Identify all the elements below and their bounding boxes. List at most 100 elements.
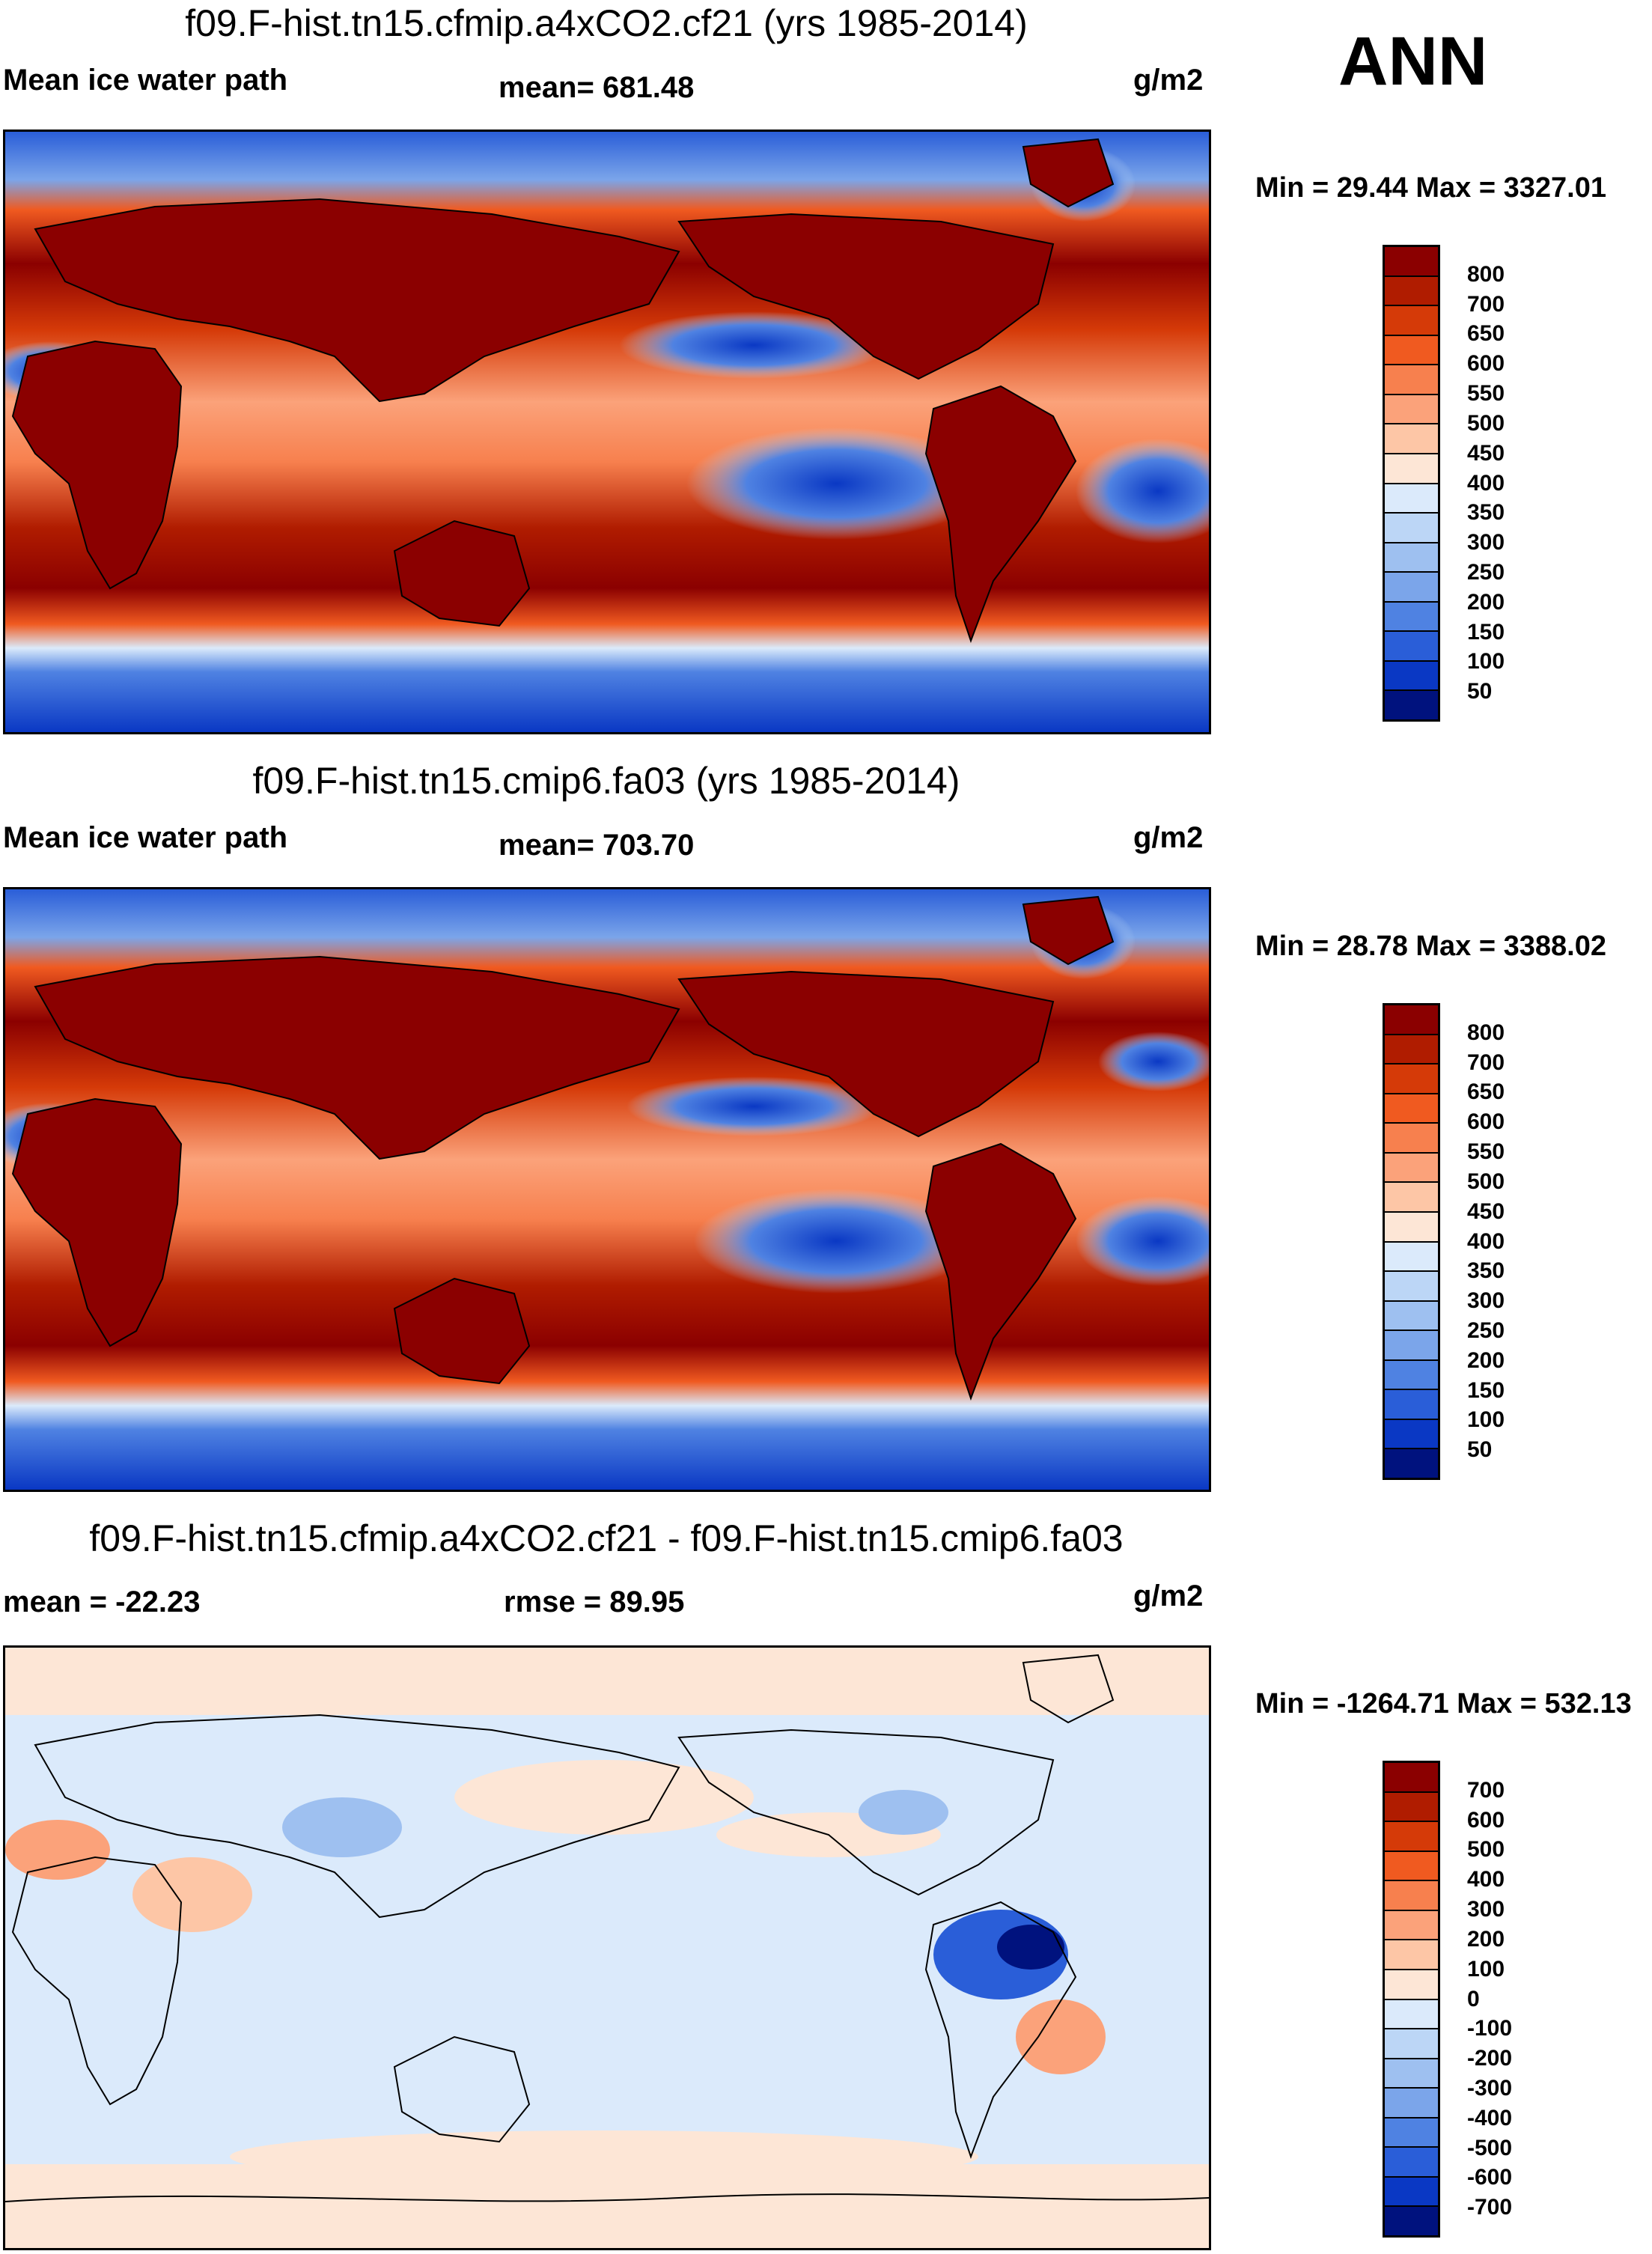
colorbar-tick-label: 200 xyxy=(1467,1347,1505,1373)
colorbar-swatch xyxy=(1385,306,1438,336)
colorbar-swatch xyxy=(1385,1094,1438,1124)
colorbar-swatch xyxy=(1385,276,1438,307)
season-label: ANN xyxy=(1338,23,1488,100)
colorbar-swatch xyxy=(1385,424,1438,454)
colorbar-swatch xyxy=(1385,661,1438,692)
colorbar-swatch xyxy=(1385,1212,1438,1243)
colorbar-swatch xyxy=(1385,335,1438,366)
colorbar-swatch xyxy=(1385,602,1438,633)
colorbar-swatch xyxy=(1385,1153,1438,1184)
colorbar-swatch xyxy=(1385,1390,1438,1420)
colorbar-tick-label: 300 xyxy=(1467,1897,1505,1922)
colorbar-tick-label: 650 xyxy=(1467,1079,1505,1105)
colorbar-tick-label: -400 xyxy=(1467,2105,1513,2130)
panel1-left-label: Mean ice water path xyxy=(3,64,288,97)
colorbar-swatch xyxy=(1385,2207,1438,2235)
colorbar-tick-label: -300 xyxy=(1467,2075,1513,2101)
panel3-rmse-label: rmse = 89.95 xyxy=(504,1586,685,1618)
colorbar-tick-label: 500 xyxy=(1467,410,1505,436)
panel1-units-label: g/m2 xyxy=(1133,64,1204,97)
panel2-map xyxy=(3,887,1211,1492)
colorbar-tick-label: 700 xyxy=(1467,291,1505,317)
colorbar-swatch xyxy=(1385,543,1438,573)
colorbar-swatch xyxy=(1385,2089,1438,2119)
colorbar-tick-label: 200 xyxy=(1467,1926,1505,1952)
colorbar-tick-label: 0 xyxy=(1467,1986,1480,2011)
colorbar-tick-label: 450 xyxy=(1467,440,1505,466)
colorbar-tick-label: 100 xyxy=(1467,649,1505,674)
colorbar-tick-label: 700 xyxy=(1467,1777,1505,1803)
panel1-map-graphic xyxy=(5,132,1209,732)
colorbar-swatch xyxy=(1385,1792,1438,1823)
panel1-title: f09.F-hist.tn15.cfmip.a4xCO2.cf21 (yrs 1… xyxy=(185,2,1028,44)
colorbar-swatch xyxy=(1385,2118,1438,2148)
colorbar-swatch xyxy=(1385,632,1438,662)
colorbar-tick-label: 100 xyxy=(1467,1956,1505,1982)
panel2-map-graphic xyxy=(5,889,1209,1490)
panel3-map xyxy=(3,1645,1211,2250)
colorbar-tick-label: 600 xyxy=(1467,1109,1505,1135)
colorbar-swatch xyxy=(1385,2029,1438,2059)
colorbar-swatch xyxy=(1385,1999,1438,2030)
colorbar-swatch xyxy=(1385,2059,1438,2089)
colorbar-tick-label: 400 xyxy=(1467,1228,1505,1254)
colorbar-swatch xyxy=(1385,1035,1438,1065)
colorbar-swatch xyxy=(1385,1183,1438,1213)
colorbar-tick-label: -500 xyxy=(1467,2135,1513,2160)
panel2-mean-label: mean= 703.70 xyxy=(499,829,695,862)
panel1-map xyxy=(3,130,1211,734)
colorbar-tick-label: 350 xyxy=(1467,1258,1505,1284)
colorbar-swatch xyxy=(1385,1419,1438,1450)
colorbar-swatch xyxy=(1385,1970,1438,2000)
colorbar-tick-label: 450 xyxy=(1467,1198,1505,1224)
colorbar-tick-label: 150 xyxy=(1467,1377,1505,1403)
colorbar-swatch xyxy=(1385,1910,1438,1941)
colorbar-tick-label: 500 xyxy=(1467,1169,1505,1194)
colorbar-swatch xyxy=(1385,247,1438,277)
colorbar-swatch xyxy=(1385,573,1438,603)
panel2-left-label: Mean ice water path xyxy=(3,821,288,854)
colorbar-swatch xyxy=(1385,1763,1438,1793)
panel3-units-label: g/m2 xyxy=(1133,1580,1204,1612)
colorbar-tick-label: 700 xyxy=(1467,1050,1505,1075)
colorbar-swatch xyxy=(1385,1064,1438,1094)
colorbar-tick-label: 400 xyxy=(1467,470,1505,496)
panel1-colorbar xyxy=(1383,245,1440,722)
panel2-minmax: Min = 28.78 Max = 3388.02 xyxy=(1255,930,1606,962)
panel1-mean-label: mean= 681.48 xyxy=(499,71,695,104)
colorbar-tick-label: -100 xyxy=(1467,2016,1513,2041)
panel3-colorbar xyxy=(1383,1761,1440,2238)
colorbar-swatch xyxy=(1385,1449,1438,1478)
colorbar-tick-label: -700 xyxy=(1467,2195,1513,2220)
colorbar-swatch xyxy=(1385,2148,1438,2178)
panel1-colorbar-labels: 800 700 650 600 550 500 450 400 350 300 250 200 150 1… xyxy=(1467,245,1557,722)
colorbar-swatch xyxy=(1385,1005,1438,1035)
colorbar-swatch xyxy=(1385,1881,1438,1911)
colorbar-swatch xyxy=(1385,1272,1438,1302)
colorbar-tick-label: -200 xyxy=(1467,2046,1513,2071)
colorbar-tick-label: 50 xyxy=(1467,679,1493,704)
colorbar-swatch xyxy=(1385,1360,1438,1391)
colorbar-tick-label: 100 xyxy=(1467,1407,1505,1433)
colorbar-swatch xyxy=(1385,2177,1438,2208)
colorbar-swatch xyxy=(1385,1124,1438,1154)
colorbar-swatch xyxy=(1385,1301,1438,1332)
colorbar-swatch xyxy=(1385,691,1438,719)
panel3-map-graphic xyxy=(5,1648,1209,2248)
panel2-colorbar-labels: 800 700 650 600 550 500 450 400 350 300 250 200 150 1… xyxy=(1467,1003,1557,1480)
panel3-colorbar-labels: 700 600 500 400 300 200 100 0 -100 -200 -300 -400 -5… xyxy=(1467,1761,1557,2238)
colorbar-tick-label: 800 xyxy=(1467,261,1505,287)
panel2-title: f09.F-hist.tn15.cmip6.fa03 (yrs 1985-201… xyxy=(252,760,960,802)
colorbar-swatch xyxy=(1385,1331,1438,1361)
colorbar-swatch xyxy=(1385,1851,1438,1882)
colorbar-tick-label: 300 xyxy=(1467,1288,1505,1314)
colorbar-tick-label: 500 xyxy=(1467,1837,1505,1862)
colorbar-tick-label: -600 xyxy=(1467,2165,1513,2190)
colorbar-tick-label: 550 xyxy=(1467,381,1505,406)
colorbar-tick-label: 550 xyxy=(1467,1139,1505,1165)
colorbar-swatch xyxy=(1385,514,1438,543)
colorbar-tick-label: 350 xyxy=(1467,500,1505,526)
colorbar-tick-label: 300 xyxy=(1467,530,1505,555)
panel3-mean-label: mean = -22.23 xyxy=(3,1586,201,1618)
colorbar-tick-label: 800 xyxy=(1467,1020,1505,1045)
